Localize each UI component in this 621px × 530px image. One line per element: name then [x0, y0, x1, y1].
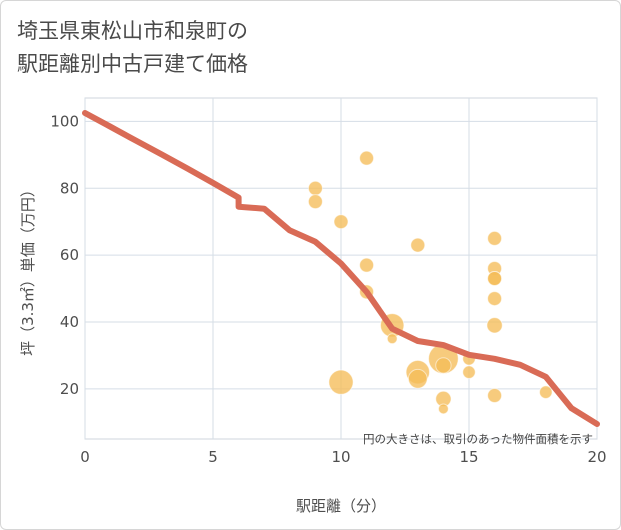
chart-title-line-1: 埼玉県東松山市和泉町の [17, 19, 248, 43]
y-tick-label: 100 [50, 112, 79, 130]
data-point [307, 194, 323, 210]
data-point [539, 385, 553, 399]
x-tick-label: 20 [587, 448, 606, 466]
data-point [486, 317, 503, 334]
chart-title-line-2: 駅距離別中古戸建て価格 [17, 52, 248, 76]
data-point [359, 150, 375, 166]
trend-line [82, 110, 600, 427]
data-point [487, 271, 503, 287]
x-tick-labels: 0 5 10 15 20 [80, 448, 606, 466]
data-point [487, 291, 503, 307]
data-point [487, 230, 503, 246]
data-point [407, 368, 428, 389]
data-point [359, 257, 375, 273]
data-point [437, 403, 449, 415]
y-axis-label: 坪（3.3㎡）単価（万円） [19, 182, 37, 356]
data-point [386, 333, 398, 345]
y-tick-label: 40 [60, 313, 79, 331]
data-point [410, 237, 426, 253]
x-tick-label: 10 [331, 448, 350, 466]
y-tick-label: 60 [60, 246, 79, 264]
data-point [435, 357, 452, 374]
y-tick-labels: 20 40 60 80 100 [50, 112, 79, 397]
bubble-size-note: 円の大きさは、取引のあった物件面積を示す [363, 432, 593, 446]
data-point [328, 369, 354, 395]
data-point [333, 214, 349, 230]
data-point [307, 180, 323, 196]
y-tick-label: 20 [60, 380, 79, 398]
x-tick-label: 0 [80, 448, 90, 466]
data-point [462, 365, 476, 379]
chart-title: 埼玉県東松山市和泉町の 駅距離別中古戸建て価格 [17, 15, 248, 81]
data-point [487, 388, 503, 404]
x-axis-label: 駅距離（分） [296, 497, 386, 515]
y-tick-label: 80 [60, 179, 79, 197]
x-tick-label: 15 [459, 448, 478, 466]
data-points [307, 150, 553, 415]
x-tick-label: 5 [208, 448, 218, 466]
